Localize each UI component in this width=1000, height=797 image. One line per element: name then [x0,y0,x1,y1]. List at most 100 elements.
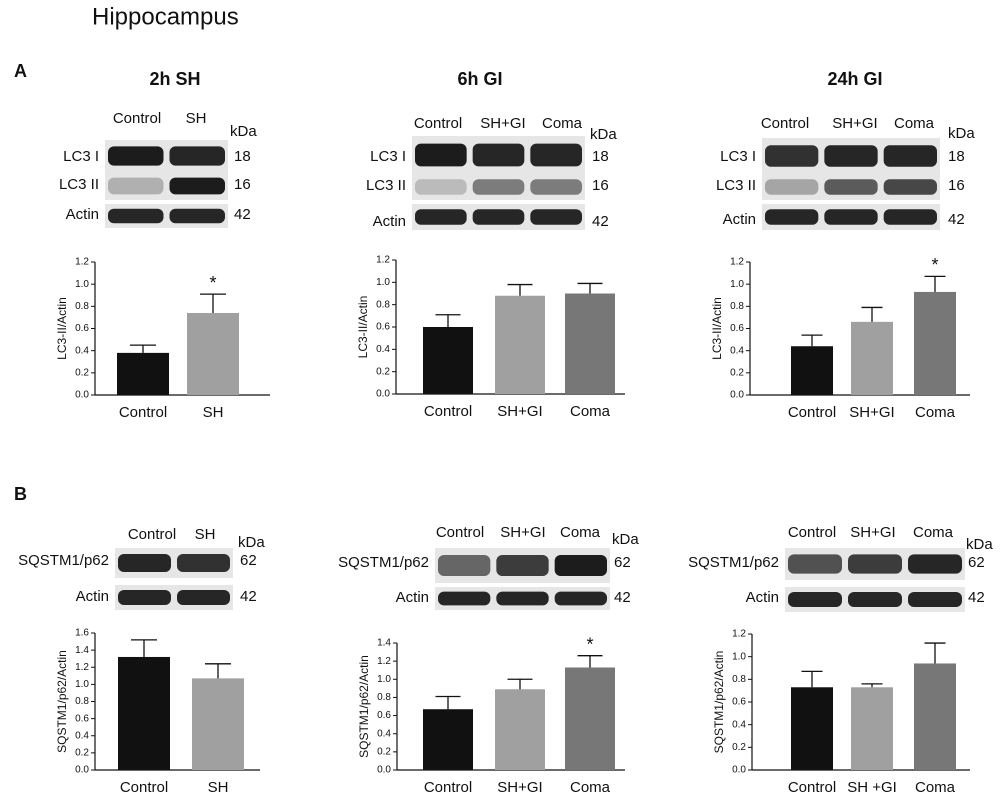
size-label: 16 [234,176,251,193]
lane-label: Coma [894,115,935,132]
blot-band [530,209,582,225]
y-tick-label: 0.2 [730,367,744,378]
y-tick-label: 0.6 [730,323,744,334]
blot-band [108,146,164,166]
x-tick-label: Coma [915,404,956,421]
y-tick-label: 0.0 [730,390,744,401]
y-axis-label: SQSTM1/p62/Actin [357,655,371,758]
blot-title: 6h GI [457,69,502,89]
bar [192,678,244,770]
blot-band [908,554,962,574]
x-tick-label: Coma [915,779,956,796]
blot-band [530,143,582,167]
size-label: 62 [614,554,631,571]
bar [851,321,893,395]
significance-mark: * [931,255,938,275]
x-tick-label: Coma [570,779,611,796]
y-tick-label: 0.6 [377,710,391,721]
y-tick-label: 0.4 [377,728,391,739]
x-tick-label: SH [208,779,229,796]
lane-label: SH+GI [832,115,877,132]
x-tick-label: Control [424,403,472,420]
y-tick-label: 1.4 [75,645,89,656]
lane-label: Control [436,524,484,541]
lane-label: Coma [560,524,601,541]
size-label: 62 [240,552,257,569]
x-tick-label: Control [788,404,836,421]
x-tick-label: SH+GI [849,404,894,421]
y-tick-label: 0.2 [75,367,89,378]
blot-band [848,554,902,574]
blot-band [118,590,171,605]
size-label: 42 [592,213,609,230]
error-bar [435,314,461,327]
blot-band [169,146,225,166]
y-axis-label: LC3-II/Actin [710,297,724,360]
blot-band [554,555,607,576]
kda-label: kDa [966,536,993,553]
kda-label: kDa [238,534,265,551]
panel-label: A [14,61,27,81]
y-tick-label: 0.4 [730,345,744,356]
y-tick-label: 0.6 [75,323,89,334]
blot-band [438,555,491,576]
error-bar [577,282,603,294]
blot-band [765,145,819,167]
blot-title: 2h SH [149,69,200,89]
y-tick-label: 1.0 [75,679,89,690]
lane-label: SH [195,526,216,543]
blot-band [554,591,607,606]
y-tick-label: 1.6 [75,628,89,639]
lane-label: Coma [542,115,583,132]
x-tick-label: Control [424,779,472,796]
y-tick-label: 0.2 [376,366,390,377]
blot-band [415,143,467,167]
y-axis-label: LC3-II/Actin [55,297,69,360]
significance-mark: * [209,273,216,293]
error-bar [507,678,533,690]
bar [791,687,833,770]
row-label: Actin [746,589,779,606]
y-tick-label: 1.2 [377,656,391,667]
blot-band [908,592,962,607]
x-tick-label: SH [203,404,224,421]
blot-band [177,554,230,572]
y-tick-label: 0.4 [732,719,746,730]
error-bar [861,306,883,322]
y-axis-label: LC3-II/Actin [356,296,370,359]
bar [914,291,956,395]
blot-band [883,209,937,225]
y-tick-label: 0.8 [732,674,746,685]
blot-title: 24h GI [827,69,882,89]
kda-label: kDa [612,531,639,548]
size-label: 18 [234,148,251,165]
x-tick-label: SH+GI [497,403,542,420]
significance-mark: * [586,634,593,654]
y-tick-label: 0.4 [376,344,390,355]
y-tick-label: 1.2 [376,255,390,266]
lane-label: Coma [913,524,954,541]
blot-band [108,208,164,224]
y-tick-label: 0.6 [75,713,89,724]
blot-band [169,208,225,224]
lane-label: Control [788,524,836,541]
size-label: 42 [240,588,257,605]
row-label: LC3 I [720,148,756,165]
x-tick-label: SH +GI [847,779,897,796]
blot-band [472,179,525,195]
blot-band [530,179,582,195]
blot-band [883,145,937,167]
x-tick-label: Control [788,779,836,796]
row-label: LC3 II [716,177,756,194]
y-tick-label: 1.0 [377,674,391,685]
lane-label: SH [186,110,207,127]
y-tick-label: 0.0 [732,765,746,776]
y-tick-label: 1.2 [730,257,744,268]
blot-band [883,179,937,195]
error-bar [924,275,946,292]
kda-label: kDa [590,126,617,143]
blot-band [848,592,902,607]
figure-title: Hippocampus [92,3,239,30]
y-tick-label: 0.0 [376,389,390,400]
bar [495,295,545,394]
